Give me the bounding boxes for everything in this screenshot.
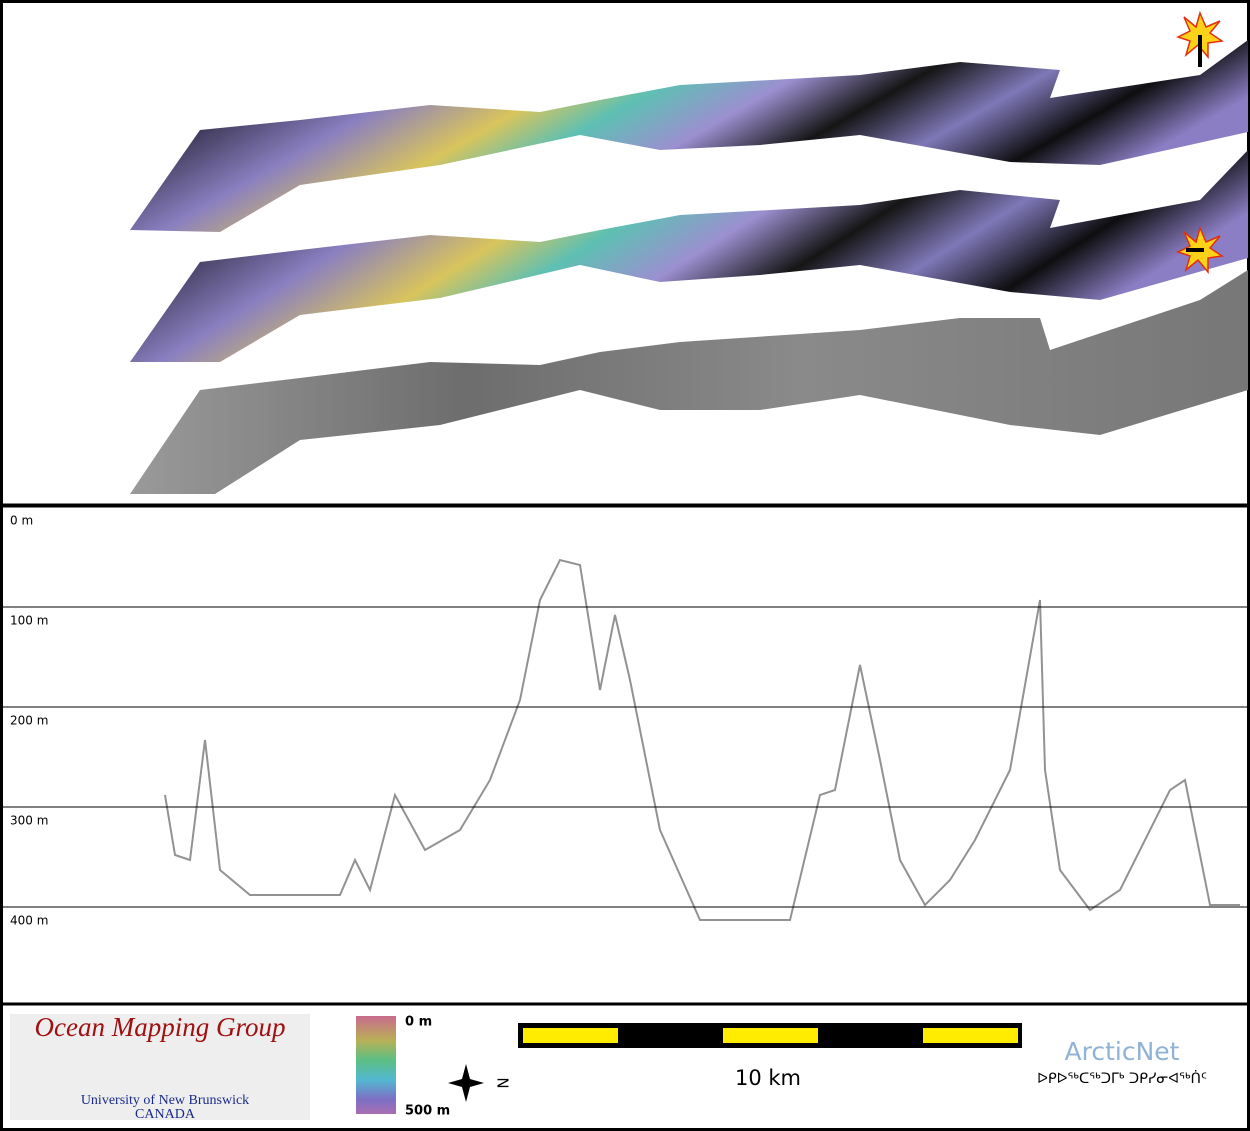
scale-label: 10 km xyxy=(735,1066,801,1090)
depth-label: 200 m xyxy=(10,714,48,728)
footer: Ocean Mapping Group University of New Br… xyxy=(10,1012,1207,1122)
scale-segment xyxy=(523,1028,618,1043)
logo-title: Ocean Mapping Group xyxy=(35,1012,286,1042)
colorbar-label: 500 m xyxy=(405,1104,450,1119)
depth-label: 100 m xyxy=(10,614,48,628)
station-marker xyxy=(1176,10,1225,67)
station-marker xyxy=(1176,225,1225,275)
logo-box xyxy=(10,1014,310,1120)
scale-segment xyxy=(923,1028,1018,1043)
partner-syllabics: ᐅᑭᐅᖅᑕᖅᑐᒥᒃ ᑐᑭᓯᓂᐊᖅᑏᑦ xyxy=(1037,1070,1207,1087)
partner-name: ArcticNet xyxy=(1065,1037,1180,1066)
north-arrow xyxy=(448,1064,484,1102)
colorbar xyxy=(356,1016,396,1114)
depth-label: 300 m xyxy=(10,814,48,828)
depth-label: 0 m xyxy=(10,514,33,528)
depth-label: 400 m xyxy=(10,914,48,928)
depth-profile: 0 m 100 m 200 m 300 m 400 m xyxy=(3,506,1247,928)
logo-line: University of New Brunswick xyxy=(81,1093,249,1108)
seafloor-echo xyxy=(164,558,1240,921)
scale-segment xyxy=(723,1028,818,1043)
north-label: N xyxy=(494,1077,512,1088)
swath-map xyxy=(130,10,1248,494)
colorbar-label: 0 m xyxy=(405,1015,432,1030)
logo-line: CANADA xyxy=(135,1107,196,1122)
